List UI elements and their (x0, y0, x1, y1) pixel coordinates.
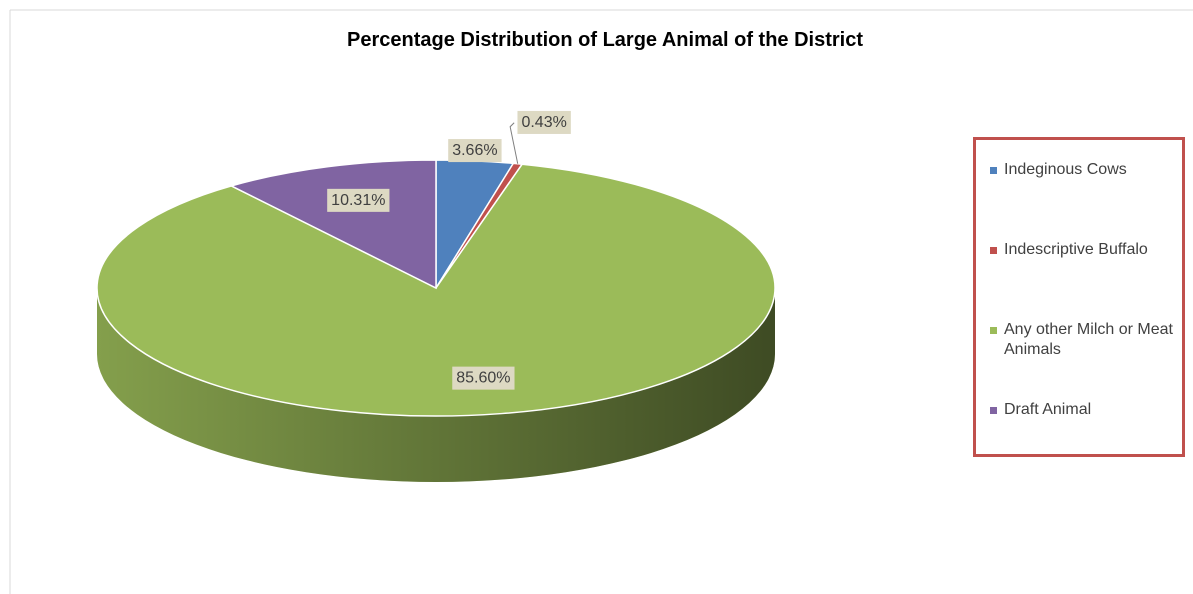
legend-item: Indeginous Cows (990, 160, 1180, 180)
data-label: 0.43% (521, 114, 566, 131)
data-label: 3.66% (452, 142, 497, 159)
pie-side-shade (97, 288, 775, 482)
legend-label: Indeginous Cows (1004, 161, 1127, 178)
data-label-group: 10.31% (327, 188, 390, 212)
data-label-group: 3.66% (448, 139, 502, 163)
chart-title: Percentage Distribution of Large Animal … (347, 29, 863, 51)
data-label-box (517, 110, 571, 134)
legend-label: Draft Animal (1004, 401, 1092, 418)
legend-label: Indescriptive Buffalo (1004, 241, 1148, 258)
legend-item: Draft Animal (990, 400, 1180, 420)
legend-swatch (990, 327, 997, 334)
data-label: 10.31% (331, 192, 385, 209)
data-label-group: 85.60% (452, 366, 515, 390)
data-label: 85.60% (456, 370, 510, 387)
data-label-box (448, 139, 502, 163)
data-label-box (452, 366, 515, 390)
legend-swatch (990, 247, 997, 254)
leader-line (509, 122, 519, 164)
legend-item: Any other Milch or Meat Animals (990, 320, 1180, 360)
legend-swatch (990, 167, 997, 174)
legend: Indeginous Cows Indescriptive Buffalo Any … (973, 137, 1185, 457)
legend-swatch (990, 407, 997, 414)
pie-slice (96, 163, 776, 417)
data-label-group: 0.43% (517, 110, 571, 134)
legend-label: Any other Milch or Meat Animals (1004, 321, 1173, 358)
data-label-box (327, 188, 390, 212)
legend-item: Indescriptive Buffalo (990, 240, 1180, 260)
